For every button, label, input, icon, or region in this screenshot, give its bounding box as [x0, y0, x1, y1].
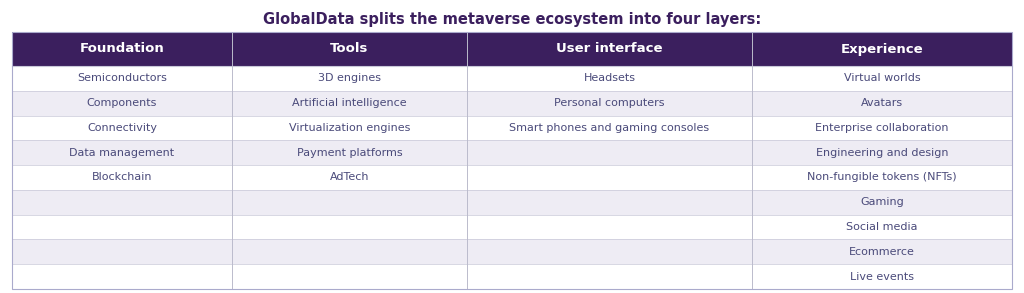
- Text: Headsets: Headsets: [584, 73, 636, 84]
- Text: Ecommerce: Ecommerce: [849, 247, 914, 257]
- Text: AdTech: AdTech: [330, 173, 370, 183]
- Text: Smart phones and gaming consoles: Smart phones and gaming consoles: [509, 123, 710, 133]
- Bar: [12, 66, 1012, 91]
- Text: Components: Components: [87, 98, 158, 108]
- Text: Semiconductors: Semiconductors: [77, 73, 167, 84]
- Text: Virtualization engines: Virtualization engines: [289, 123, 411, 133]
- Text: Connectivity: Connectivity: [87, 123, 157, 133]
- Text: Experience: Experience: [841, 42, 924, 55]
- Text: Data management: Data management: [70, 148, 174, 158]
- Text: Foundation: Foundation: [80, 42, 165, 55]
- Text: Tools: Tools: [331, 42, 369, 55]
- Text: Blockchain: Blockchain: [92, 173, 153, 183]
- Text: Engineering and design: Engineering and design: [816, 148, 948, 158]
- Bar: [12, 264, 1012, 289]
- Text: Social media: Social media: [846, 222, 918, 232]
- Text: GlobalData splits the metaverse ecosystem into four layers:: GlobalData splits the metaverse ecosyste…: [263, 12, 761, 27]
- Bar: [12, 190, 1012, 215]
- Bar: [12, 215, 1012, 239]
- Text: Gaming: Gaming: [860, 197, 904, 207]
- Bar: [12, 32, 1012, 66]
- Bar: [12, 115, 1012, 140]
- Bar: [12, 165, 1012, 190]
- Bar: [12, 91, 1012, 115]
- Text: Enterprise collaboration: Enterprise collaboration: [815, 123, 949, 133]
- Text: Virtual worlds: Virtual worlds: [844, 73, 921, 84]
- Bar: [12, 140, 1012, 165]
- Bar: [12, 239, 1012, 264]
- Text: Non-fungible tokens (NFTs): Non-fungible tokens (NFTs): [807, 173, 956, 183]
- Bar: [12, 32, 1012, 289]
- Text: Live events: Live events: [850, 272, 914, 282]
- Text: Payment platforms: Payment platforms: [297, 148, 402, 158]
- Text: Artificial intelligence: Artificial intelligence: [292, 98, 407, 108]
- Text: 3D engines: 3D engines: [318, 73, 381, 84]
- Text: User interface: User interface: [556, 42, 663, 55]
- Text: Personal computers: Personal computers: [554, 98, 665, 108]
- Text: Avatars: Avatars: [861, 98, 903, 108]
